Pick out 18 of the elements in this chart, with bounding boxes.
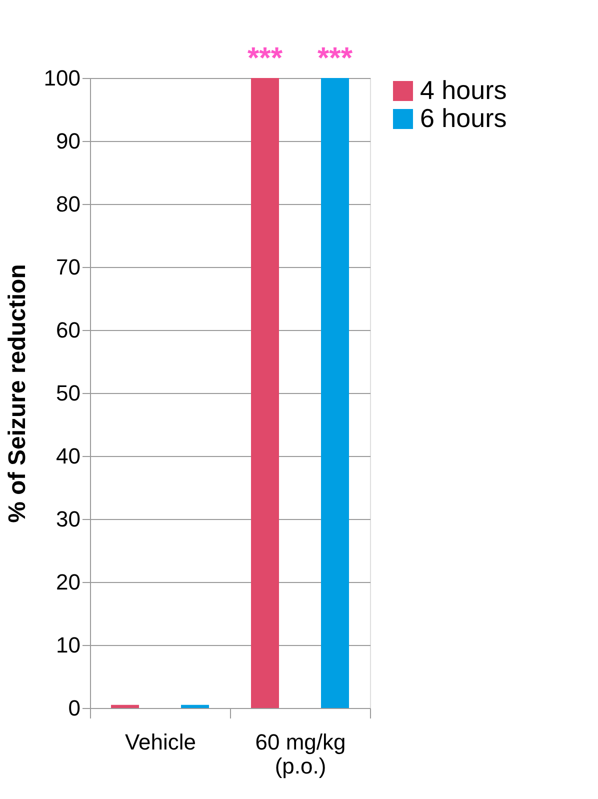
y-tick-label: 100 [44, 66, 80, 90]
y-tick-label: 90 [56, 128, 80, 154]
y-tick-label: 40 [56, 444, 80, 468]
x-tick-label: Vehicle [125, 730, 196, 754]
y-tick-label: 50 [56, 380, 80, 406]
y-tick-label: 0 [68, 696, 80, 720]
x-tick-label: 60 mg/kg (p.o.) [255, 730, 346, 778]
legend-label: 6 hours [420, 103, 507, 133]
legend-label: 4 hours [420, 75, 507, 105]
y-axis-title: % of Seizure reduction [4, 264, 31, 523]
y-tick-label: 70 [56, 254, 80, 280]
y-tick-label: 10 [56, 632, 80, 658]
text: *** [247, 42, 283, 75]
y-tick-label: 20 [56, 570, 80, 594]
y-tick-label: 30 [56, 506, 80, 532]
text: *** [317, 42, 353, 75]
y-tick-label: 80 [56, 192, 80, 216]
y-tick-label: 60 [56, 318, 80, 342]
